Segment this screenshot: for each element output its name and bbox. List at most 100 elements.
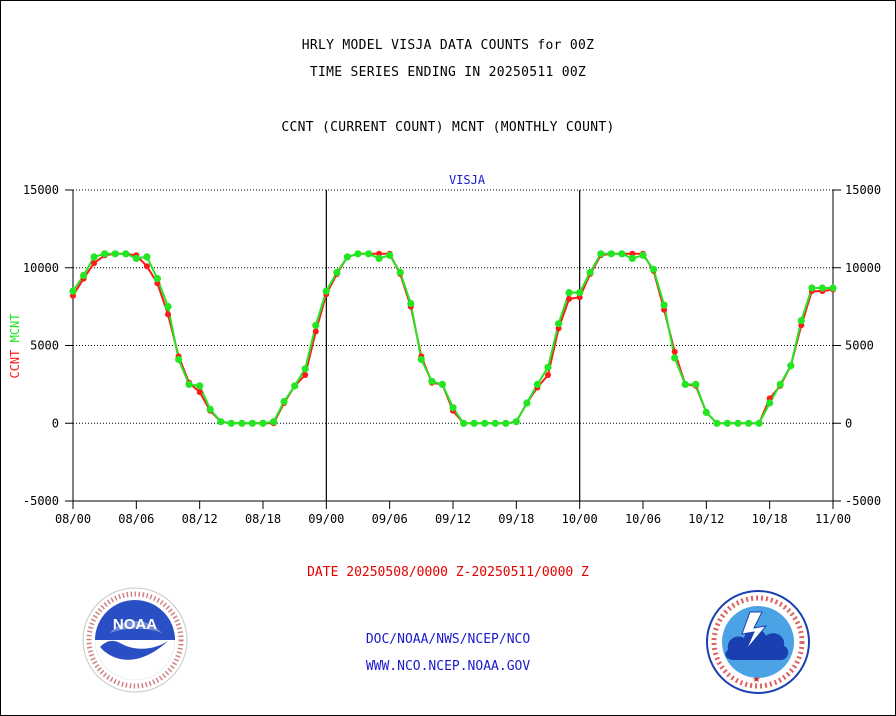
data-point-mcnt <box>132 254 140 262</box>
data-point-mcnt <box>586 268 594 276</box>
x-tick-label: 08/12 <box>182 512 218 526</box>
data-point-mcnt <box>533 380 542 388</box>
data-point-mcnt <box>206 405 214 413</box>
data-point-mcnt <box>396 268 404 276</box>
data-point-mcnt <box>481 419 489 427</box>
y-tick-label-left: 0 <box>52 416 59 430</box>
chart-title-line2: TIME SERIES ENDING IN 20250511 00Z <box>309 65 587 80</box>
data-point-mcnt <box>502 419 510 427</box>
data-point-mcnt <box>544 363 552 371</box>
x-tick-label: 10/06 <box>625 512 661 526</box>
data-point-mcnt <box>491 419 499 427</box>
data-point-mcnt <box>164 303 172 311</box>
data-point-mcnt <box>301 365 309 373</box>
data-point-mcnt <box>322 287 330 295</box>
data-point-ccnt <box>91 260 98 267</box>
y-axis-label-mcnt: MCNT <box>8 313 22 342</box>
data-point-mcnt <box>734 419 742 427</box>
data-point-mcnt <box>565 289 573 297</box>
chart-title-line1: HRLY MODEL VISJA DATA COUNTS for 00Z <box>301 38 595 53</box>
x-tick-label: 09/00 <box>308 512 344 526</box>
y-tick-label-left: 15000 <box>23 183 59 197</box>
x-tick-label: 08/18 <box>245 512 281 526</box>
data-point-mcnt <box>270 418 278 426</box>
data-point-mcnt <box>702 408 710 416</box>
chart-title-line3: CCNT (CURRENT COUNT) MCNT (MONTHLY COUNT… <box>281 120 615 135</box>
data-point-mcnt <box>776 380 784 388</box>
data-point-ccnt <box>302 372 309 378</box>
data-point-mcnt <box>639 251 647 259</box>
data-point-mcnt <box>628 254 637 262</box>
data-point-mcnt <box>818 284 827 292</box>
data-point-mcnt <box>438 380 446 388</box>
data-point-mcnt <box>692 380 700 388</box>
data-point-mcnt <box>470 419 478 427</box>
data-point-mcnt <box>175 355 183 364</box>
data-point-mcnt <box>713 419 721 427</box>
data-point-mcnt <box>512 418 520 426</box>
data-point-ccnt <box>545 372 551 378</box>
x-tick-label: 09/06 <box>372 512 408 526</box>
data-point-mcnt <box>153 275 161 283</box>
date-range-label: DATE 20250508/0000 Z-20250511/0000 Z <box>307 565 589 580</box>
y-axis-label: CCNT MCNT <box>8 313 22 378</box>
data-point-ccnt <box>143 263 150 270</box>
data-point-mcnt <box>460 419 468 427</box>
data-point-mcnt <box>143 253 151 261</box>
data-point-mcnt <box>122 250 130 258</box>
y-tick-label-left: -5000 <box>23 494 59 508</box>
data-point-mcnt <box>755 419 763 427</box>
data-point-mcnt <box>407 299 415 308</box>
data-point-mcnt <box>745 419 753 427</box>
data-point-mcnt <box>428 377 436 385</box>
data-point-mcnt <box>650 265 658 273</box>
data-point-mcnt <box>80 271 88 280</box>
data-point-mcnt <box>671 354 679 362</box>
y-tick-label-right: 10000 <box>845 261 881 275</box>
x-tick-label: 10/18 <box>752 512 788 526</box>
data-point-mcnt <box>196 382 204 390</box>
series-line-ccnt <box>72 252 834 425</box>
data-point-mcnt <box>681 380 689 388</box>
data-point-mcnt <box>69 287 77 295</box>
data-point-mcnt <box>576 289 584 297</box>
website-link[interactable]: WWW.NCO.NCEP.NOAA.GOV <box>365 659 531 674</box>
x-tick-label: 09/18 <box>498 512 534 526</box>
data-point-mcnt <box>312 321 320 329</box>
svg-text:NOAA: NOAA <box>113 616 157 633</box>
data-point-mcnt <box>365 250 373 258</box>
data-point-mcnt <box>797 317 805 325</box>
data-point-mcnt <box>787 362 795 370</box>
data-point-mcnt <box>354 250 362 258</box>
y-tick-label-right: 15000 <box>845 183 881 197</box>
data-point-mcnt <box>333 268 341 276</box>
x-tick-label: 10/00 <box>562 512 598 526</box>
data-point-mcnt <box>343 253 351 261</box>
data-point-mcnt <box>238 419 246 427</box>
data-point-mcnt <box>90 253 98 261</box>
data-point-mcnt <box>259 419 267 427</box>
data-point-mcnt <box>217 418 225 426</box>
series-line-mcnt <box>72 252 833 425</box>
y-tick-label-left: 5000 <box>30 339 59 353</box>
org-path-link[interactable]: DOC/NOAA/NWS/NCEP/NCO <box>365 632 531 647</box>
x-tick-label: 09/12 <box>435 512 471 526</box>
data-point-ccnt <box>566 295 573 302</box>
data-point-mcnt <box>248 419 256 427</box>
data-point-mcnt <box>829 284 837 292</box>
y-tick-label-left: 10000 <box>23 261 59 275</box>
noaa-logo-icon: NOAA <box>82 587 188 693</box>
data-point-mcnt <box>227 419 235 427</box>
data-point-mcnt <box>723 419 732 427</box>
data-point-ccnt <box>165 311 171 318</box>
data-point-mcnt <box>660 301 668 309</box>
nws-logo-icon <box>706 590 810 694</box>
x-tick-label: 08/06 <box>118 512 154 526</box>
data-point-ccnt <box>671 348 678 355</box>
data-point-mcnt <box>101 250 109 258</box>
data-point-mcnt <box>555 320 563 328</box>
data-point-mcnt <box>607 250 615 258</box>
data-point-mcnt <box>111 250 119 258</box>
data-point-mcnt <box>375 254 383 262</box>
